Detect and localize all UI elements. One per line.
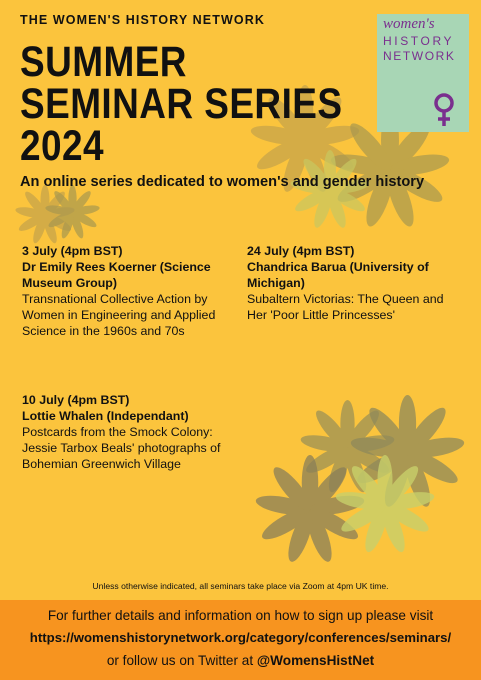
seminar: 10 July (4pm BST) Lottie Whalen (Indepen… xyxy=(22,392,232,472)
footer: For further details and information on h… xyxy=(0,600,481,680)
footer-url: https://womenshistorynetwork.org/categor… xyxy=(29,630,452,645)
seminar-speaker: Lottie Whalen (Independant) xyxy=(22,409,189,423)
seminar-date: 10 July (4pm BST) xyxy=(22,393,130,407)
seminar-date: 3 July (4pm BST) xyxy=(22,244,123,258)
logo-text: HISTORY xyxy=(383,34,455,48)
footer-follow: or follow us on Twitter at @WomensHistNe… xyxy=(0,653,481,668)
title-line: SUMMER xyxy=(20,38,187,86)
seminar-speaker: Dr Emily Rees Koerner (Science Museum Gr… xyxy=(22,260,211,290)
seminar-date: 24 July (4pm BST) xyxy=(247,244,355,258)
seminar-title: Subaltern Victorias: The Queen and Her '… xyxy=(247,292,444,322)
venus-symbol xyxy=(434,93,454,126)
logo: women's HISTORY NETWORK xyxy=(377,14,469,132)
title-line: SEMINAR SERIES xyxy=(20,80,343,128)
title-line: 2024 xyxy=(20,122,104,170)
seminar-title: Transnational Collective Action by Women… xyxy=(22,292,216,338)
footer-text: or follow us on Twitter at xyxy=(106,653,254,668)
logo-text: NETWORK xyxy=(383,49,456,63)
seminar-title: Postcards from the Smock Colony: Jessie … xyxy=(22,425,221,471)
note: Unless otherwise indicated, all seminars… xyxy=(92,581,389,591)
subtitle: An online series dedicated to women's an… xyxy=(20,174,425,190)
footer-text: For further details and information on h… xyxy=(47,608,434,623)
organization: THE WOMEN'S HISTORY NETWORK xyxy=(20,13,265,27)
seminar: 24 July (4pm BST) Chandrica Barua (Unive… xyxy=(247,243,457,323)
seminar-speaker: Chandrica Barua (University of Michigan) xyxy=(247,260,429,290)
seminar: 3 July (4pm BST) Dr Emily Rees Koerner (… xyxy=(22,243,237,339)
logo-text: women's xyxy=(383,16,435,32)
twitter-handle: @WomensHistNet xyxy=(256,653,375,668)
